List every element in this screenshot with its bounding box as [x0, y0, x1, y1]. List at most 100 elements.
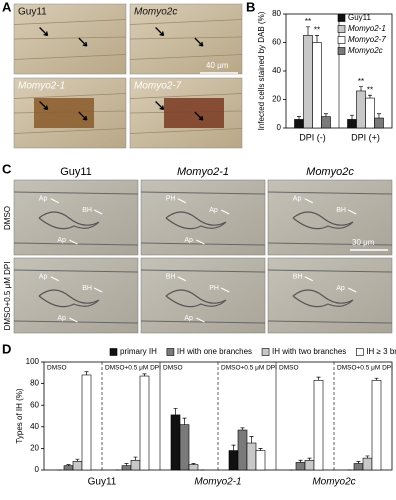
image-label: Momyo2-1 — [18, 81, 65, 92]
cell-wall — [140, 320, 266, 324]
group-label: Guy11 — [88, 477, 117, 488]
bar — [294, 119, 304, 129]
error-bar — [298, 459, 303, 463]
arrow — [177, 198, 187, 204]
image-label: PH — [209, 285, 219, 292]
error-bar — [133, 456, 138, 461]
legend-swatch — [356, 348, 364, 356]
cell-wall — [267, 320, 393, 324]
column-label: Momyo2c — [306, 166, 354, 178]
y-tick-label: 100 — [26, 357, 40, 366]
legend-label: Momyo2c — [348, 46, 383, 55]
bar — [303, 35, 313, 129]
cell-wall — [129, 54, 243, 60]
arrow — [347, 209, 357, 215]
cell-wall — [140, 242, 266, 246]
bar — [188, 464, 199, 471]
cell-wall — [140, 191, 266, 195]
image-label: Ap — [293, 196, 302, 203]
bar — [353, 463, 364, 471]
category-label: DMSO+0.5 μM DPI — [221, 365, 277, 372]
legend-swatch — [109, 348, 118, 356]
group-label: Momyo2-1 — [194, 477, 241, 488]
significance: ** — [305, 17, 311, 26]
legend-label: IH with one branches — [177, 347, 252, 356]
error-bar — [356, 461, 361, 464]
bar — [374, 117, 384, 129]
image-label: Momyo2-7 — [134, 81, 182, 92]
arrow — [69, 317, 78, 323]
error-bar — [374, 377, 379, 381]
y-tick-label: 60 — [272, 38, 281, 47]
arrow — [39, 27, 49, 37]
arrow — [93, 287, 103, 293]
stained-cell — [34, 98, 94, 128]
x-tick-label: DPI (-) — [299, 132, 326, 142]
error-bar — [249, 436, 254, 443]
image-label: BH — [82, 207, 92, 214]
arrow — [304, 198, 314, 204]
cell-wall — [13, 19, 127, 25]
arrow — [155, 101, 165, 111]
y-tick-label: 40 — [272, 66, 281, 75]
bar — [170, 414, 181, 471]
x-tick-label: DPI (+) — [351, 132, 380, 142]
error-bar — [297, 116, 301, 120]
y-tick-label: 20 — [272, 95, 281, 104]
y-tick-label: 80 — [30, 379, 39, 388]
cell-wall — [129, 128, 243, 134]
image-label: Ap — [57, 315, 66, 322]
y-tick-label: 0 — [277, 123, 282, 132]
cell-wall — [267, 191, 393, 195]
arrow — [196, 317, 205, 323]
image-label: Ap — [184, 237, 193, 244]
error-bar — [315, 35, 319, 43]
error-bar — [231, 444, 236, 451]
category-label: DMSO — [279, 365, 299, 372]
arrow — [155, 27, 165, 37]
significance: ** — [367, 85, 373, 94]
panel-letter: D — [2, 341, 11, 356]
legend-swatch — [261, 348, 270, 356]
category-label: DMSO — [47, 365, 67, 372]
legend-label: Momyo2-1 — [348, 24, 386, 33]
hyphae — [292, 289, 354, 308]
cell-wall — [13, 191, 139, 195]
bar — [81, 374, 92, 471]
bar — [371, 380, 382, 471]
row-label: DMSO — [3, 206, 12, 230]
cell-wall — [267, 242, 393, 246]
arrow — [69, 239, 78, 245]
bar — [228, 450, 239, 471]
panel-letter: B — [246, 0, 255, 14]
arrow — [347, 287, 357, 293]
error-bar — [306, 26, 310, 36]
stained-cell — [164, 98, 224, 128]
image-label: Ap — [39, 274, 48, 281]
cell-wall — [140, 269, 266, 273]
bar — [321, 116, 331, 129]
bar — [130, 459, 141, 471]
error-bar — [359, 86, 363, 91]
error-bar — [365, 455, 370, 459]
error-bar — [240, 427, 245, 431]
y-tick-label: 60 — [30, 400, 39, 409]
significance: ** — [314, 25, 320, 34]
error-bar — [142, 373, 147, 377]
hyphae — [38, 211, 100, 230]
bar — [365, 97, 375, 129]
error-bar — [84, 371, 89, 375]
y-tick-label: 0 — [35, 465, 40, 474]
error-bar — [368, 94, 372, 99]
cell-wall — [267, 269, 393, 273]
error-bar — [324, 113, 328, 117]
legend-swatch — [337, 14, 346, 22]
bar — [139, 375, 150, 471]
bar — [295, 462, 306, 471]
significance: ** — [358, 77, 364, 86]
y-axis-label: Types of IH (%) — [15, 388, 24, 443]
scale-bar-label: 30 μm — [352, 238, 375, 247]
y-tick-label: 80 — [272, 9, 281, 18]
arrow — [177, 276, 187, 282]
